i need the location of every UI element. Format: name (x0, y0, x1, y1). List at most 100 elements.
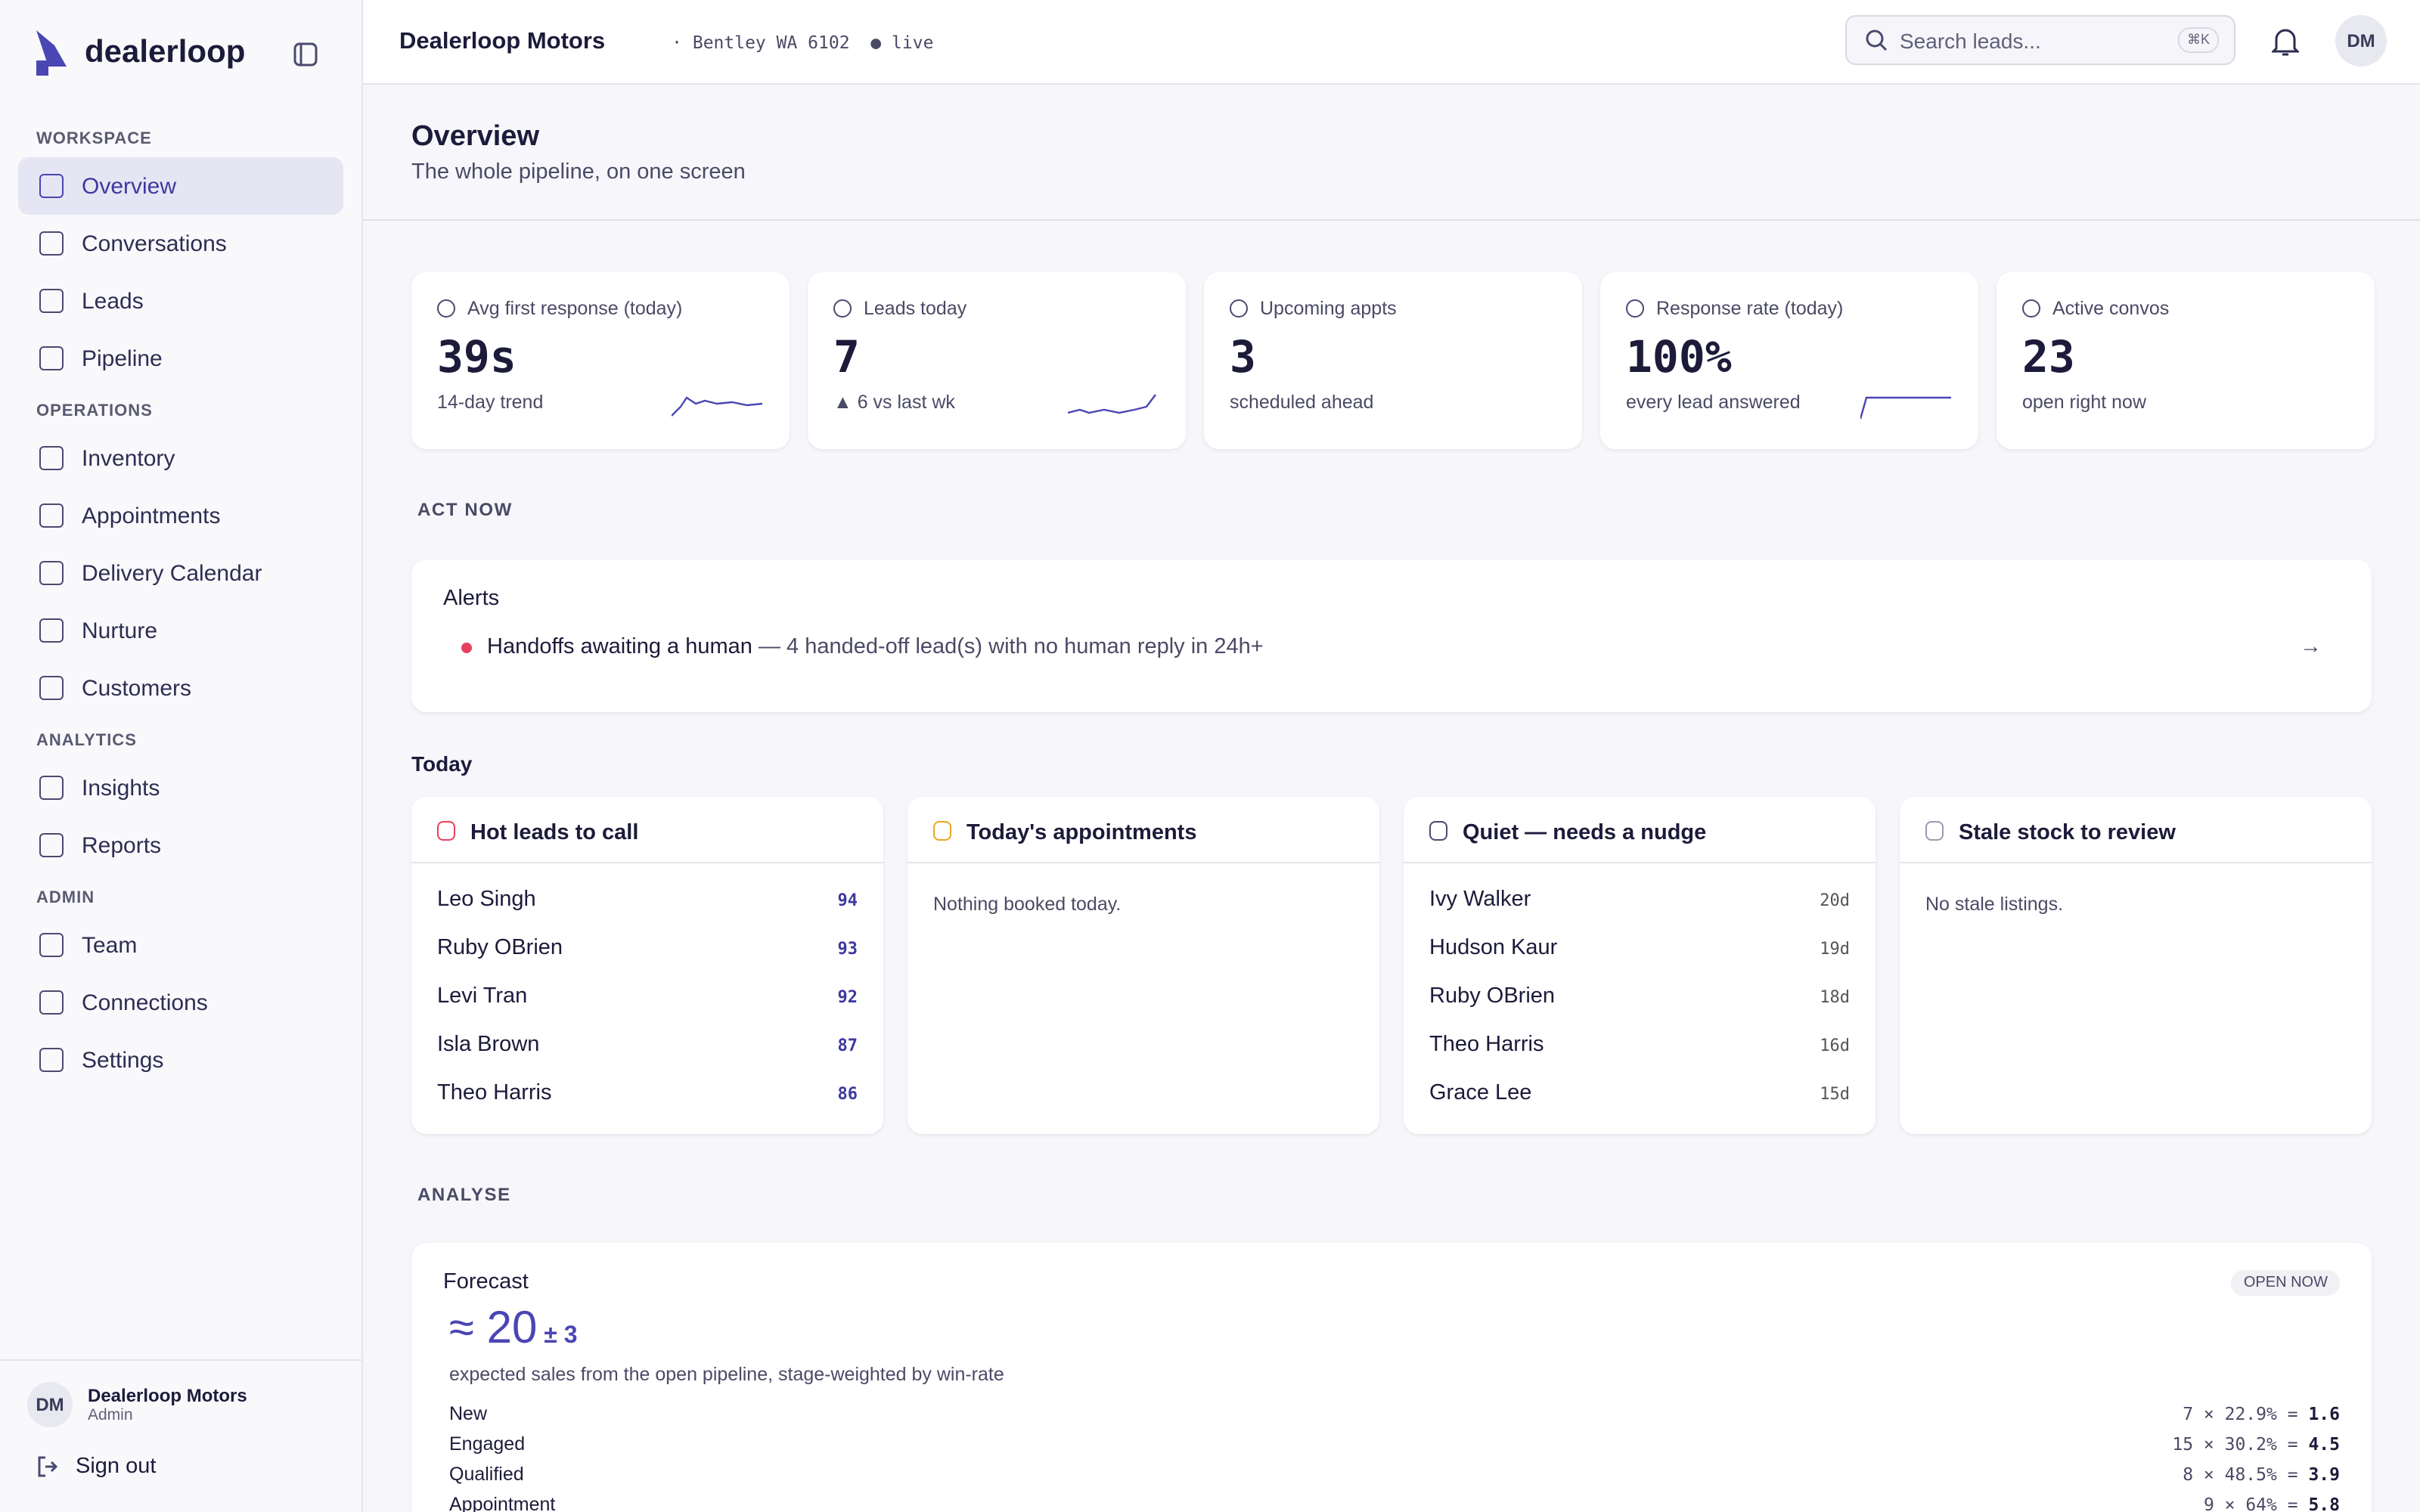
stage: New (449, 1403, 488, 1424)
user-name: Dealerloop Motors (88, 1385, 247, 1406)
section-heading: ANALYSE (417, 1184, 511, 1205)
lead-metric: 86 (837, 1083, 858, 1103)
today-card: Hot leads to call Leo Singh 94 Ruby OBrien 9… (411, 797, 883, 1134)
alert[interactable]: Handoffs awaiting a human — 4 handed-off… (443, 635, 2340, 659)
logo: dealerloop (33, 30, 245, 76)
stage-calc: 15 × 30.2% = 4.5 (2172, 1433, 2340, 1464)
sign-out-label[interactable]: Sign out (76, 1455, 157, 1479)
lead-row[interactable]: Grace Lee 15d (1404, 1069, 1876, 1117)
header-avatar[interactable]: DM (2335, 15, 2387, 67)
card-body: Nothing booked today. (908, 863, 1379, 933)
page-subtitle: The whole pipeline, on one screen (411, 160, 746, 184)
collapse[interactable] (293, 42, 318, 67)
nav-section: OPERATIONS (36, 402, 153, 420)
org: Dealerloop Motors (399, 28, 606, 54)
lead-row[interactable]: Levi Tran 92 (411, 972, 883, 1021)
card-title: Today's appointments (966, 821, 1197, 845)
bell[interactable] (2272, 27, 2299, 57)
avatar: DM (27, 1382, 73, 1427)
nav-item[interactable]: Connections (18, 974, 343, 1031)
alert-title: Handoffs awaiting a human (487, 635, 752, 659)
lead-row[interactable]: Hudson Kaur 19d (1404, 924, 1876, 972)
lead-metric: 93 (837, 938, 858, 958)
card-header: Hot leads to call (411, 797, 883, 863)
nav-icon (39, 833, 64, 857)
nav-item[interactable]: Nurture (18, 602, 343, 659)
nav-item[interactable]: Leads (18, 272, 343, 330)
nav-item[interactable]: Team (18, 916, 343, 974)
nav-item[interactable]: Appointments (18, 487, 343, 544)
kpi-note: ▲ 6 vs last wk (833, 392, 955, 413)
nav-icon (39, 289, 64, 313)
nav-item[interactable]: Insights (18, 759, 343, 816)
lead-name: Isla Brown (437, 1033, 540, 1057)
lead-metric: 20d (1820, 890, 1850, 909)
alert-text: — 4 handed-off lead(s) with no human rep… (759, 635, 1264, 659)
shortcut: ⌘K (2177, 27, 2219, 53)
nav-icon (39, 346, 64, 370)
nav-item[interactable]: Pipeline (18, 330, 343, 387)
nav-label: Delivery Calendar (82, 560, 262, 586)
result: 3.9 (2308, 1464, 2340, 1485)
lead-row[interactable]: Theo Harris 16d (1404, 1021, 1876, 1069)
card-title: Alerts (443, 587, 500, 611)
sign-out[interactable]: Sign out (36, 1455, 156, 1479)
lead-row[interactable]: Ruby OBrien 93 (411, 924, 883, 972)
kpi-note: scheduled ahead (1230, 392, 1374, 413)
nav-label: Team (82, 932, 138, 958)
stage: Engaged (449, 1433, 526, 1455)
lead-row[interactable]: Theo Harris 86 (411, 1069, 883, 1117)
lead-row[interactable]: Leo Singh 94 (411, 875, 883, 924)
kpi-label: Upcoming appts (1230, 298, 1556, 319)
search[interactable]: Search leads... ⌘K (1845, 15, 2235, 65)
nav-item[interactable]: Settings (18, 1031, 343, 1089)
kpi-card: Avg first response (today) 39s 14-day tren… (411, 272, 790, 449)
sparkline (1860, 396, 1951, 420)
kpi-card: Response rate (today) 100% every lead answ… (1600, 272, 1978, 449)
nav-label: Customers (82, 675, 192, 701)
kpi-card: Upcoming appts 3 scheduled ahead (1204, 272, 1582, 449)
card-icon (437, 821, 455, 841)
search-placeholder: Search leads... (1900, 28, 2041, 52)
lead-row[interactable]: Ruby OBrien 18d (1404, 972, 1876, 1021)
location: · Bentley WA 6102 (672, 31, 850, 52)
today-card: Stale stock to review No stale listings. (1900, 797, 2372, 1134)
kpi-label-text: Active convos (2052, 298, 2170, 319)
nav-item[interactable]: Inventory (18, 429, 343, 487)
lead-metric: 94 (837, 890, 858, 909)
nav-item[interactable]: Overview (18, 157, 343, 215)
empty-state: No stale listings. (1925, 894, 2064, 915)
kpi-value: 39s (437, 331, 517, 383)
kpi-icon (1230, 299, 1248, 318)
empty-state: Nothing booked today. (933, 894, 1122, 915)
card-icon (1925, 821, 1944, 841)
kpi-label-text: Response rate (today) (1656, 298, 1844, 319)
sidebar: dealerloop WORKSPACE Overview Conversation… (0, 0, 363, 1512)
lead-metric: 19d (1820, 938, 1850, 958)
nav-icon (39, 174, 64, 198)
kpi-value: 100% (1626, 331, 1732, 383)
card-icon (933, 821, 951, 841)
nav-item[interactable]: Reports (18, 816, 343, 874)
user-role: Admin (88, 1406, 133, 1424)
today-card: Today's appointments Nothing booked today… (908, 797, 1379, 1134)
nav-icon (39, 231, 64, 256)
badge: OPEN NOW (2231, 1270, 2340, 1296)
lead-metric: 18d (1820, 987, 1850, 1006)
card-header: Stale stock to review (1900, 797, 2372, 863)
nav-item[interactable]: Conversations (18, 215, 343, 272)
nav-icon (39, 676, 64, 700)
nav-section: WORKSPACE (36, 130, 152, 148)
nav-item[interactable]: Customers (18, 659, 343, 717)
lead-row[interactable]: Ivy Walker 20d (1404, 875, 1876, 924)
nav-label: Inventory (82, 445, 175, 471)
kpi-label-text: Upcoming appts (1260, 298, 1397, 319)
nav-label: Leads (82, 288, 144, 314)
nav-label: Conversations (82, 231, 227, 256)
lead-row[interactable]: Isla Brown 87 (411, 1021, 883, 1069)
nav-item[interactable]: Delivery Calendar (18, 544, 343, 602)
user-panel: DM Dealerloop Motors Admin Sign out (0, 1359, 361, 1512)
nav-icon (39, 618, 64, 643)
topbar: Dealerloop Motors · Bentley WA 6102 ● li… (363, 0, 2420, 85)
